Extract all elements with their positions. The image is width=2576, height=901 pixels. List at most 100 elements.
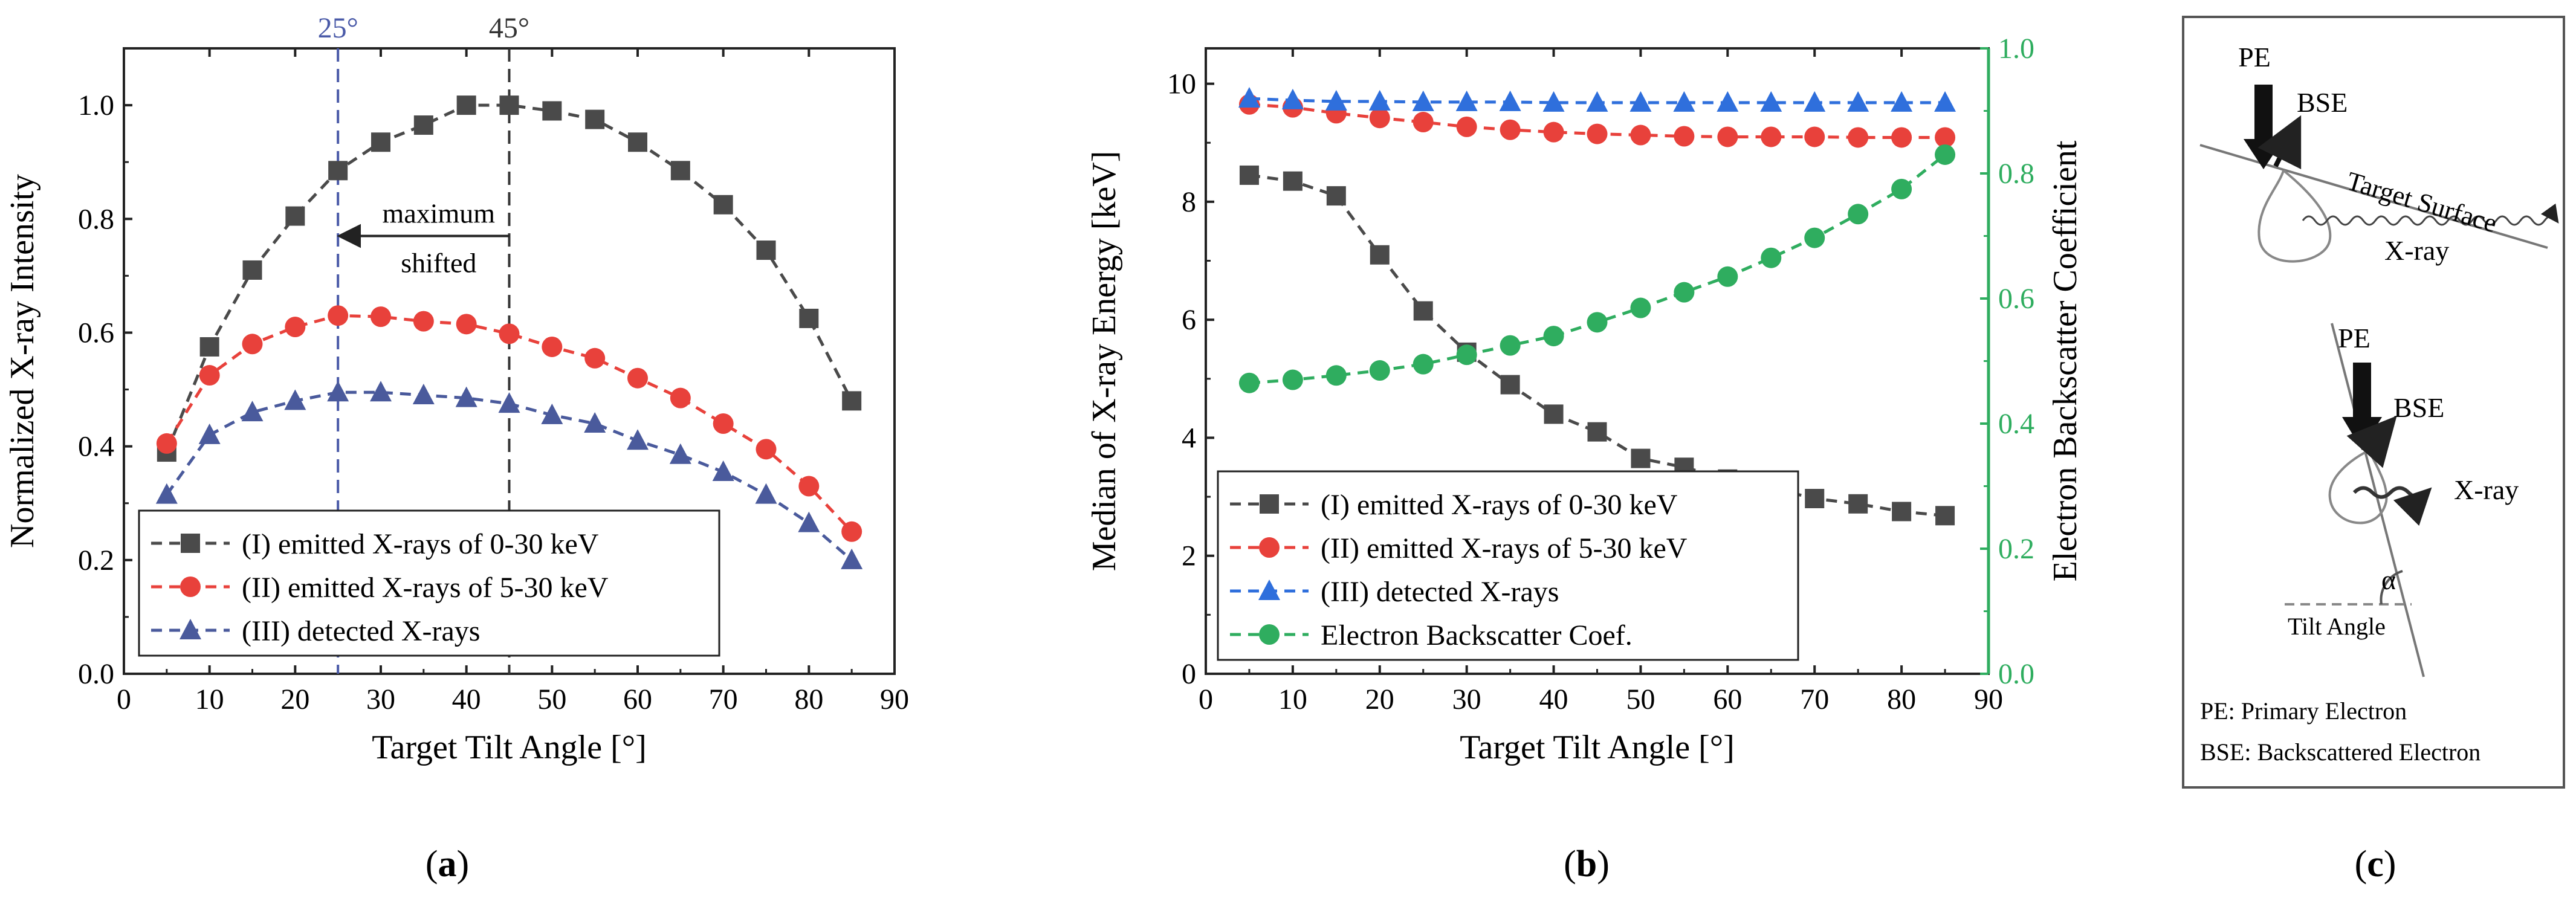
data-point [1325,365,1347,386]
y-tick-label: 2 [1182,540,1196,572]
data-point [1891,91,1913,112]
x-tick-label: 40 [1539,683,1568,715]
data-point [242,260,262,280]
data-point [1848,204,1869,225]
xray-label-bottom: X-ray [2454,474,2519,505]
x-tick-label: 20 [280,683,309,715]
data-point [1629,91,1652,112]
x-tick-label: 40 [452,683,481,715]
legend-marker [1258,580,1280,600]
data-point [371,132,390,152]
data-point [541,403,563,424]
data-point [242,334,263,355]
tilted-surface-line [2331,323,2425,677]
bse-arrow-top [2257,115,2302,170]
data-point [1326,186,1346,206]
data-point [1370,245,1390,265]
data-point [799,308,819,328]
x-tick-label: 90 [880,683,909,715]
y2-tick-label: 0.4 [1998,408,2034,440]
data-point [1630,297,1651,318]
data-point [328,161,348,181]
data-point [1935,144,1956,165]
data-point [1891,178,1912,199]
data-point [1500,335,1521,356]
surface-label: Target Surface [2343,166,2500,239]
data-point [1369,108,1390,129]
legend-label: Electron Backscatter Coef. [1321,619,1633,651]
data-point [1674,126,1695,147]
data-point [1413,301,1433,321]
y2-axis-label: Electron Backscatter Coefficient [2047,140,2084,581]
data-point [1804,227,1825,248]
data-point [1238,372,1260,393]
data-point [1413,354,1434,375]
data-point [628,132,647,152]
x-tick-label: 80 [794,683,823,715]
y-tick-label: 0.0 [78,658,114,690]
x-tick-label: 0 [117,683,131,715]
y-tick-label: 0.6 [78,317,114,349]
legend-marker [1260,494,1279,514]
data-point [627,367,648,389]
y-tick-label: 6 [1182,304,1196,336]
data-point [1544,404,1564,424]
y-tick-label: 0.4 [78,431,114,463]
series-line [165,314,853,533]
data-point [1369,360,1390,381]
series-line [1249,173,1946,517]
data-point [1673,91,1695,112]
data-point [199,365,220,386]
data-point [1760,91,1782,112]
y-axis-label: Median of X-ray Energy [keV] [1086,151,1123,572]
panel-b: 0 10 20 30 40 50 60 70 80 90 0 2 4 6 8 10 Target Tilt An… [1086,33,2084,885]
data-point [327,381,349,402]
data-point [1368,89,1391,111]
y-tick-label: 0.8 [78,203,114,235]
x-tick-label: 70 [709,683,738,715]
pe-arrow-top [2244,85,2283,169]
x-tick-label: 70 [1800,683,1829,715]
bse-label-bottom: BSE [2393,392,2444,423]
y-tick-label: 0.2 [78,544,114,576]
data-point [1935,127,1956,148]
data-point [1542,91,1565,112]
data-point [155,483,178,504]
legend-marker [180,619,201,639]
legend-label: (II) emitted X-rays of 5-30 keV [242,572,609,604]
y2-tick-label: 0.8 [1998,158,2034,190]
data-point [1848,494,1868,514]
data-point [841,521,862,542]
legend-marker [1259,624,1280,645]
data-point [798,511,820,532]
legend-marker [180,576,201,597]
data-point [198,423,221,444]
legend-marker [181,534,200,553]
data-point [1891,127,1912,148]
legend-box [138,509,720,657]
data-point [842,391,862,411]
interaction-volume-bottom [2328,449,2388,525]
y-tick-label: 4 [1182,422,1196,454]
data-point [1587,312,1608,333]
data-point [1282,369,1303,390]
data-point [498,392,520,413]
data-point [370,381,392,402]
data-point [1630,124,1651,146]
interaction-volume-top [2257,169,2332,263]
data-point [1456,344,1477,366]
x-tick-label: 20 [1365,683,1394,715]
data-point [1543,121,1564,143]
data-point [1238,86,1260,108]
data-point [670,387,691,409]
data-point [542,336,563,357]
y2-tick-label: 0.0 [1998,658,2034,690]
bse-definition: BSE: Backscattered Electron [2200,738,2481,766]
data-point [412,383,435,404]
data-point [199,337,219,357]
data-point [284,389,306,410]
data-point [755,483,777,504]
tilt-angle-label: Tilt Angle [2288,613,2386,640]
data-point [499,95,519,115]
